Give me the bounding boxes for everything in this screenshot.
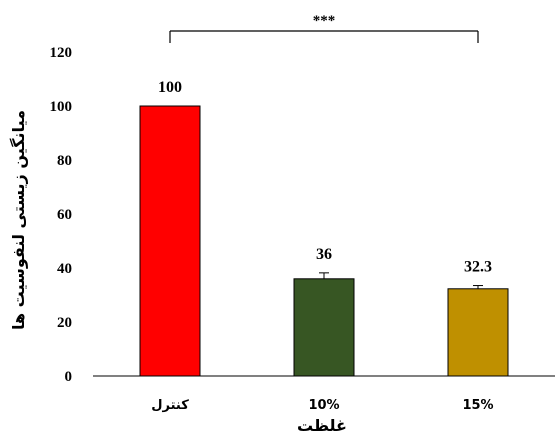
y-tick-label: 100 xyxy=(50,99,73,115)
value-label: 36 xyxy=(316,246,332,263)
significance-bracket: *** xyxy=(169,13,479,43)
y-axis-title: میانگین زیستی لنفوسیت ها xyxy=(9,110,28,330)
bars xyxy=(139,105,509,377)
y-tick-label: 20 xyxy=(57,315,72,331)
value-labels: 100 36 32.3 xyxy=(158,79,492,276)
y-tick-label: 40 xyxy=(57,261,72,277)
y-tick-label: 80 xyxy=(57,153,72,169)
y-tick-label: 0 xyxy=(65,369,73,385)
bar xyxy=(139,105,201,377)
value-label: 100 xyxy=(158,79,182,96)
category-labels: کنترل 10% 15% xyxy=(151,398,493,413)
bar xyxy=(447,288,509,377)
bar xyxy=(293,278,355,377)
category-label: کنترل xyxy=(151,398,189,413)
x-axis-title: غلظت xyxy=(297,416,347,435)
category-label: 15% xyxy=(462,398,493,413)
value-label: 32.3 xyxy=(464,259,492,276)
significance-label: *** xyxy=(313,13,336,29)
y-tick-label: 120 xyxy=(50,45,73,61)
category-label: 10% xyxy=(308,398,339,413)
error-bars xyxy=(319,272,483,289)
y-axis-ticks: 0 20 40 60 80 100 120 xyxy=(50,45,73,385)
y-tick-label: 60 xyxy=(57,207,72,223)
